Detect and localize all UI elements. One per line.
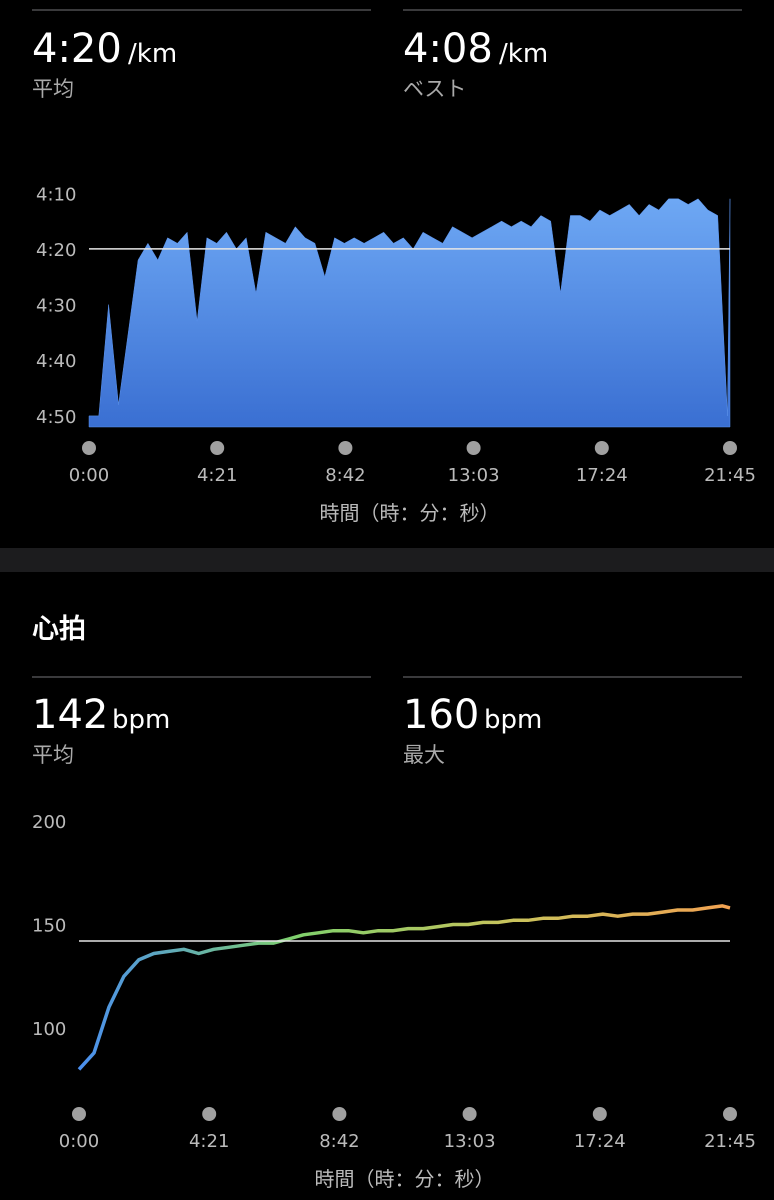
x-tick-label: 21:45 <box>704 465 756 486</box>
x-tick-label: 4:21 <box>189 1131 229 1152</box>
section-separator <box>0 548 774 572</box>
x-tick-label: 0:00 <box>59 1131 99 1152</box>
x-tick-dot <box>210 441 225 455</box>
x-tick-dot <box>594 441 609 455</box>
y-tick-label: 200 <box>32 812 66 833</box>
stat-label: 平均 <box>32 77 74 101</box>
x-tick-label: 13:03 <box>444 1131 496 1152</box>
x-tick-dot <box>332 1107 347 1121</box>
x-tick-label: 8:42 <box>319 1131 359 1152</box>
x-tick-label: 21:45 <box>704 1131 756 1152</box>
stat-value: 4:20 <box>32 26 122 72</box>
x-tick-label: 0:00 <box>69 465 109 486</box>
x-tick-dot <box>82 441 96 455</box>
x-tick-dot <box>202 1107 217 1121</box>
y-tick-label: 150 <box>32 915 66 936</box>
stat-unit: /km <box>499 39 548 69</box>
heart-rate-line <box>77 904 731 1071</box>
y-tick-label: 4:30 <box>36 296 76 317</box>
section-title: 心拍 <box>32 614 86 645</box>
x-tick-label: 4:21 <box>197 465 237 486</box>
y-tick-label: 4:50 <box>36 407 76 428</box>
x-tick-dot <box>723 1107 737 1121</box>
y-tick-label: 4:20 <box>36 240 76 261</box>
stat-label: 最大 <box>403 743 445 767</box>
x-tick-dot <box>72 1107 86 1121</box>
stat-value: 160 <box>403 692 479 738</box>
stat-label: ベスト <box>403 77 466 101</box>
x-tick-dot <box>466 441 481 455</box>
stat-value: 142 <box>32 692 108 738</box>
x-axis-title: 時間（時：分：秒） <box>320 501 500 525</box>
x-tick-label: 8:42 <box>325 465 365 486</box>
x-tick-dot <box>592 1107 607 1121</box>
stat-unit: /km <box>128 39 177 69</box>
y-tick-label: 4:40 <box>36 351 76 372</box>
pace-area <box>88 198 731 428</box>
y-tick-label: 100 <box>32 1019 66 1040</box>
stat-value: 4:08 <box>403 26 493 72</box>
x-tick-label: 13:03 <box>448 465 500 486</box>
x-tick-label: 17:24 <box>576 465 628 486</box>
x-tick-dot <box>338 441 353 455</box>
stat-unit: bpm <box>112 705 170 735</box>
stat-unit: bpm <box>484 705 542 735</box>
x-axis-title: 時間（時：分：秒） <box>315 1167 495 1191</box>
x-tick-label: 17:24 <box>574 1131 626 1152</box>
stat-label: 平均 <box>32 743 74 767</box>
x-tick-dot <box>723 441 737 455</box>
y-tick-label: 4:10 <box>36 184 76 205</box>
x-tick-dot <box>462 1107 477 1121</box>
